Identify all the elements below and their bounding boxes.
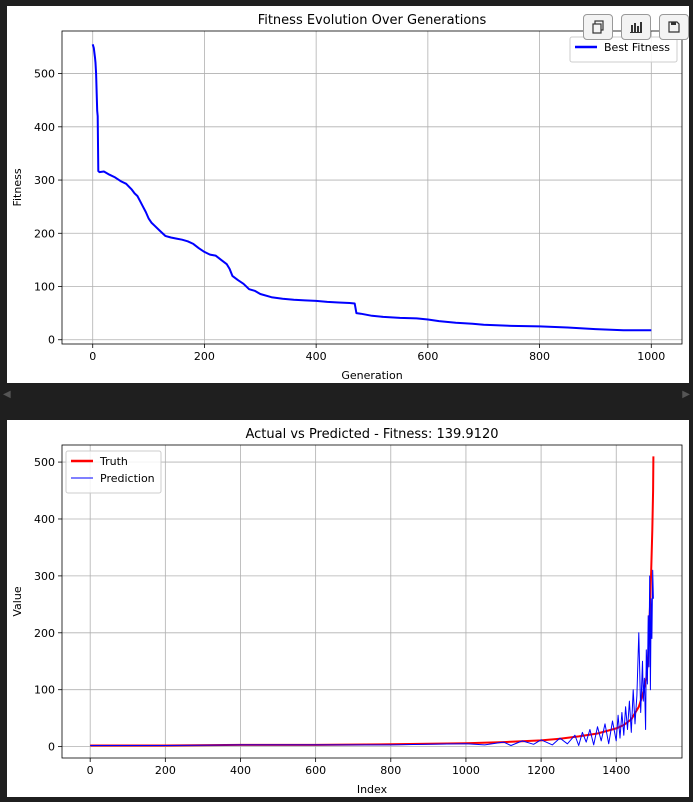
x-axis-label: Generation [341, 369, 402, 382]
legend-label: Truth [99, 455, 128, 468]
x-tick-label: 0 [87, 764, 94, 777]
legend-label: Best Fitness [604, 41, 670, 54]
x-axis-label: Index [357, 783, 388, 796]
legend: Best Fitness [569, 36, 678, 63]
y-tick-label: 100 [34, 684, 55, 697]
x-tick-label: 600 [417, 350, 438, 363]
save-button[interactable] [659, 14, 689, 40]
x-tick-label: 1000 [452, 764, 480, 777]
x-tick-label: 400 [230, 764, 251, 777]
chart-panel-fitness-evolution: 0 200 400 600 800 1000 0 100 200 300 400 500 Fitness… [7, 6, 689, 383]
y-tick-label: 500 [34, 456, 55, 469]
x-tick-label: 200 [155, 764, 176, 777]
series-line-0 [91, 44, 652, 332]
y-tick-label: 0 [48, 334, 55, 347]
chart-fitness-evolution: 0 200 400 600 800 1000 0 100 200 300 400 500 Fitness… [11, 13, 683, 382]
bar-chart-button[interactable] [621, 14, 651, 40]
cell-separator: ◀ ▶ [0, 383, 693, 420]
chart-title: Fitness Evolution Over Generations [258, 13, 487, 28]
plot-frame [61, 30, 683, 345]
scroll-right-icon[interactable]: ▶ [682, 389, 690, 400]
y-tick-label: 300 [34, 570, 55, 583]
y-axis-label: Fitness [11, 168, 24, 206]
scroll-left-icon[interactable]: ◀ [3, 389, 11, 400]
copy-button[interactable] [583, 14, 613, 40]
legend: Truth Prediction [65, 450, 162, 494]
chart-panel-actual-vs-predicted: 0 200 400 600 800 1000 1200 1400 0 100 200 300 400 50… [7, 420, 689, 797]
x-tick-label: 400 [306, 350, 327, 363]
x-tick-label: 1400 [602, 764, 630, 777]
x-tick-label: 800 [529, 350, 550, 363]
copy-icon [592, 20, 604, 34]
y-tick-label: 400 [34, 121, 55, 134]
y-tick-label: 200 [34, 627, 55, 640]
y-tick-label: 200 [34, 227, 55, 240]
x-tick-label: 800 [380, 764, 401, 777]
save-icon [668, 21, 680, 33]
series-line-1 [90, 569, 654, 746]
x-tick-label: 1200 [527, 764, 555, 777]
y-axis-label: Value [11, 586, 24, 616]
x-tick-label: 1000 [637, 350, 665, 363]
x-tick-label: 600 [305, 764, 326, 777]
y-tick-label: 100 [34, 281, 55, 294]
x-tick-label: 0 [89, 350, 96, 363]
x-tick-label: 200 [194, 350, 215, 363]
plot-frame [61, 444, 683, 759]
chart-actual-vs-predicted: 0 200 400 600 800 1000 1200 1400 0 100 200 300 400 50… [11, 427, 683, 796]
y-tick-label: 400 [34, 513, 55, 526]
y-tick-label: 300 [34, 174, 55, 187]
chart-title: Actual vs Predicted - Fitness: 139.9120 [245, 427, 498, 442]
series-line-0 [90, 456, 655, 747]
chart-toolbar [583, 14, 689, 40]
y-tick-label: 0 [48, 741, 55, 754]
y-tick-label: 500 [34, 68, 55, 81]
bar-chart-icon [630, 22, 642, 33]
legend-label: Prediction [100, 472, 155, 485]
